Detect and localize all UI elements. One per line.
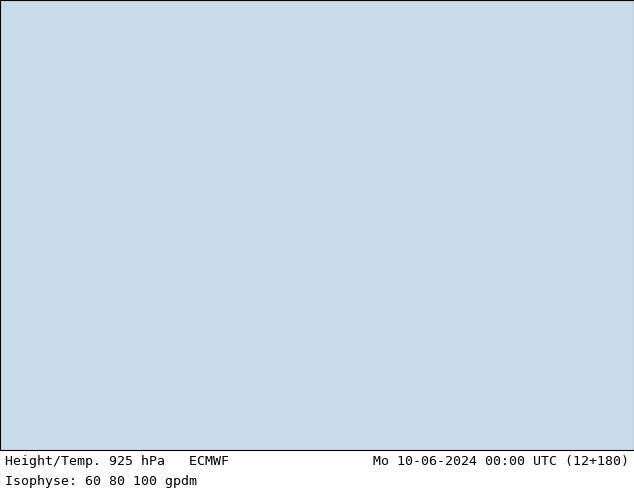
Text: Height/Temp. 925 hPa   ECMWF: Height/Temp. 925 hPa ECMWF [5, 455, 229, 468]
Text: Isophyse: 60 80 100 gpdm: Isophyse: 60 80 100 gpdm [5, 475, 197, 488]
Text: Mo 10-06-2024 00:00 UTC (12+180): Mo 10-06-2024 00:00 UTC (12+180) [373, 455, 629, 468]
